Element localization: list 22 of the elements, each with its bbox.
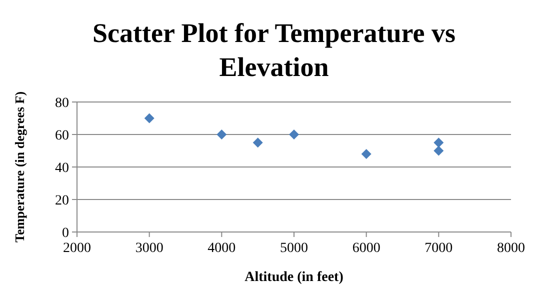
x-tick-label: 5000 xyxy=(280,241,308,256)
point xyxy=(216,130,227,140)
point xyxy=(252,138,263,148)
y-tick-label: 0 xyxy=(62,226,69,241)
point xyxy=(434,146,444,156)
point xyxy=(434,138,444,148)
x-tick-label: 8000 xyxy=(497,241,525,256)
point xyxy=(361,149,372,159)
chart-title: Scatter Plot for Temperature vs Elevation xyxy=(92,18,456,82)
y-tick-label: 60 xyxy=(55,128,69,144)
y-tick-label: 80 xyxy=(55,96,69,111)
y-axis-title: Temperature (in degrees F) xyxy=(12,91,27,243)
y-tick-label: 20 xyxy=(55,193,69,208)
x-tick-label: 2000 xyxy=(63,241,91,256)
x-tick-label: 4000 xyxy=(208,241,236,256)
x-tick-label: 3000 xyxy=(135,241,164,256)
point xyxy=(144,113,154,124)
y-tick-label: 40 xyxy=(55,160,69,176)
x-tick-label: 6000 xyxy=(352,241,380,256)
x-axis-title: Altitude (in feet) xyxy=(244,270,344,285)
point xyxy=(289,130,299,140)
x-tick-label: 7000 xyxy=(424,241,453,256)
